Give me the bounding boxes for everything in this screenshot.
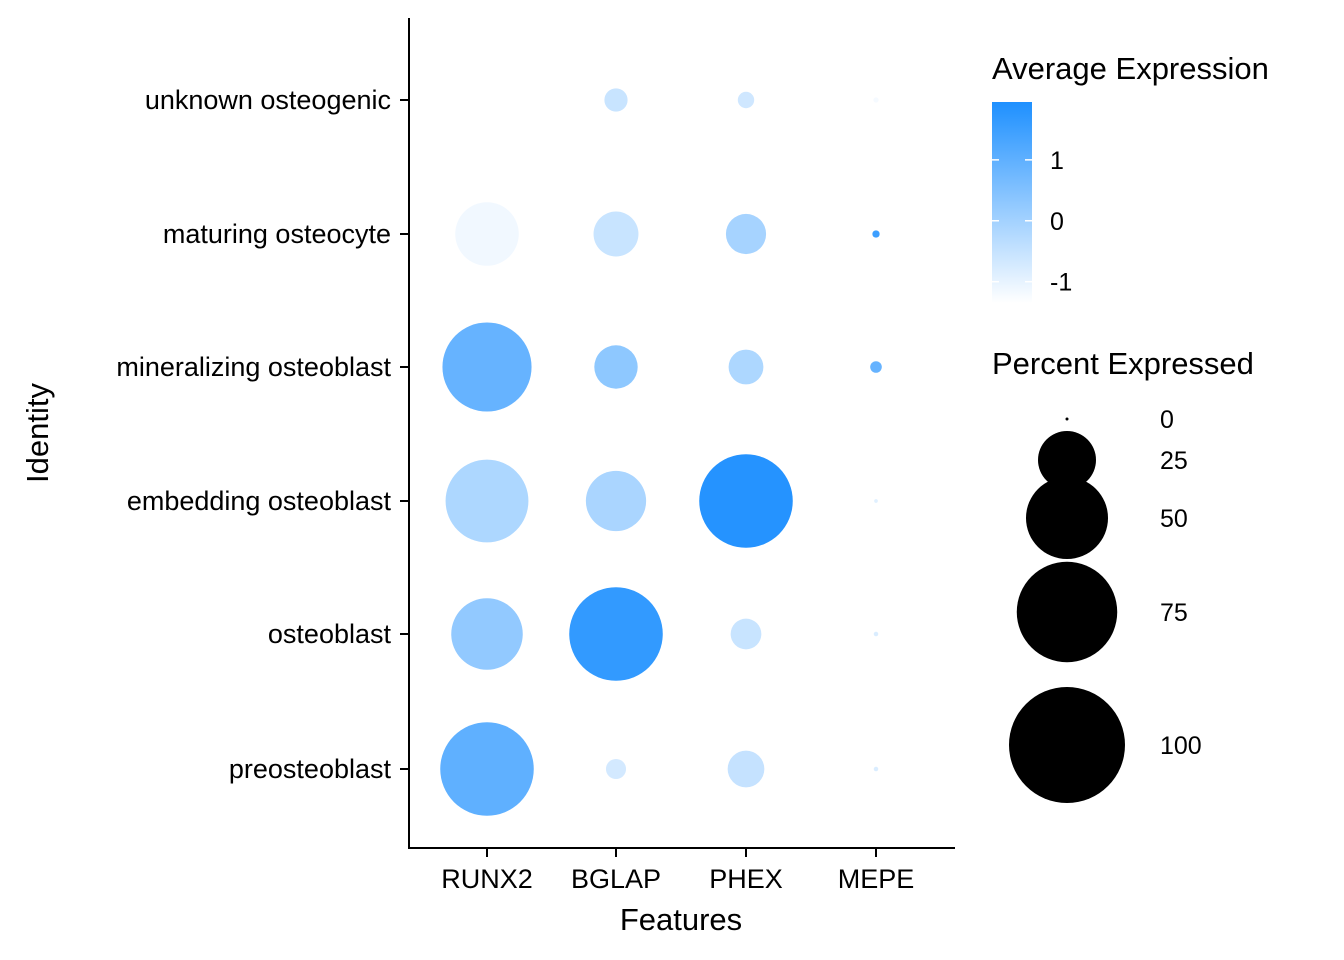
size-legend: Percent Expressed 0 25 50 75 100 [992,346,1254,803]
dot-maturing-osteocyte-phex [725,213,767,255]
color-legend-label: 0 [1050,208,1064,236]
dot-embedding-osteoblast-bglap [585,470,647,532]
color-legend-bar [992,102,1032,303]
size-legend-dot [1038,431,1096,489]
dot-maturing-osteocyte-runx2 [455,202,519,266]
x-axis-title: Features [620,902,742,937]
dot-maturing-osteocyte-mepe [872,230,880,238]
dot-preosteoblast-mepe [873,766,879,772]
dot-osteoblast-runx2 [451,598,523,670]
dot-unknown-osteogenic-runx2 [462,75,512,125]
color-legend-ticks: 1 0 -1 [992,147,1072,297]
size-legend-label: 0 [1160,406,1174,434]
dot-unknown-osteogenic-phex [737,91,755,109]
dot-mineralizing-osteoblast-phex [728,349,764,385]
dot-osteoblast-phex [730,618,762,650]
size-legend-dot [1016,561,1118,663]
color-legend-title: Average Expression [992,51,1269,86]
dot-mineralizing-osteoblast-mepe [870,361,882,373]
color-legend: Average Expression 1 0 -1 [992,51,1269,303]
size-legend-dot [1025,476,1109,560]
color-legend-label: 1 [1050,147,1064,175]
size-legend-items: 0 25 50 75 100 [1009,406,1202,803]
size-legend-title: Percent Expressed [992,346,1254,381]
size-legend-label: 75 [1160,599,1188,627]
dot-preosteoblast-bglap [605,758,627,780]
dot-maturing-osteocyte-bglap [593,211,639,257]
y-tick-label: osteoblast [268,619,392,649]
y-tick-label: embedding osteoblast [127,486,392,516]
dot-osteoblast-bglap [569,587,663,681]
dot-preosteoblast-phex [727,750,765,788]
dot-mineralizing-osteoblast-runx2 [442,322,532,412]
size-legend-dot [1009,687,1125,803]
size-legend-label: 50 [1160,505,1188,533]
dot-preosteoblast-runx2 [440,722,534,816]
y-tick-label: maturing osteocyte [163,219,391,249]
dot-osteoblast-mepe [873,631,879,637]
x-tick-label: BGLAP [571,864,661,894]
dot-mineralizing-osteoblast-bglap [594,345,638,389]
y-tick-label: preosteoblast [229,754,392,784]
x-tick-label: MEPE [838,864,915,894]
size-legend-label: 25 [1160,447,1188,475]
y-tick-label: unknown osteogenic [145,85,391,115]
dot-unknown-osteogenic-bglap [604,88,628,112]
dot-embedding-osteoblast-phex [699,454,793,548]
plot-area [440,75,882,816]
x-axis-ticks: RUNX2 BGLAP PHEX MEPE [441,848,914,894]
dot-embedding-osteoblast-runx2 [445,459,529,543]
size-legend-label: 100 [1160,732,1202,760]
x-tick-label: RUNX2 [441,864,533,894]
color-legend-label: -1 [1050,269,1072,297]
y-tick-label: mineralizing osteoblast [116,352,391,382]
size-legend-dot [1065,417,1069,421]
y-axis-title: Identity [20,383,55,483]
y-axis-ticks: unknown osteogenic maturing osteocyte mine… [116,85,409,784]
x-tick-label: PHEX [709,864,783,894]
dot-unknown-osteogenic-mepe [873,97,879,103]
dot-embedding-osteoblast-mepe [874,499,878,503]
